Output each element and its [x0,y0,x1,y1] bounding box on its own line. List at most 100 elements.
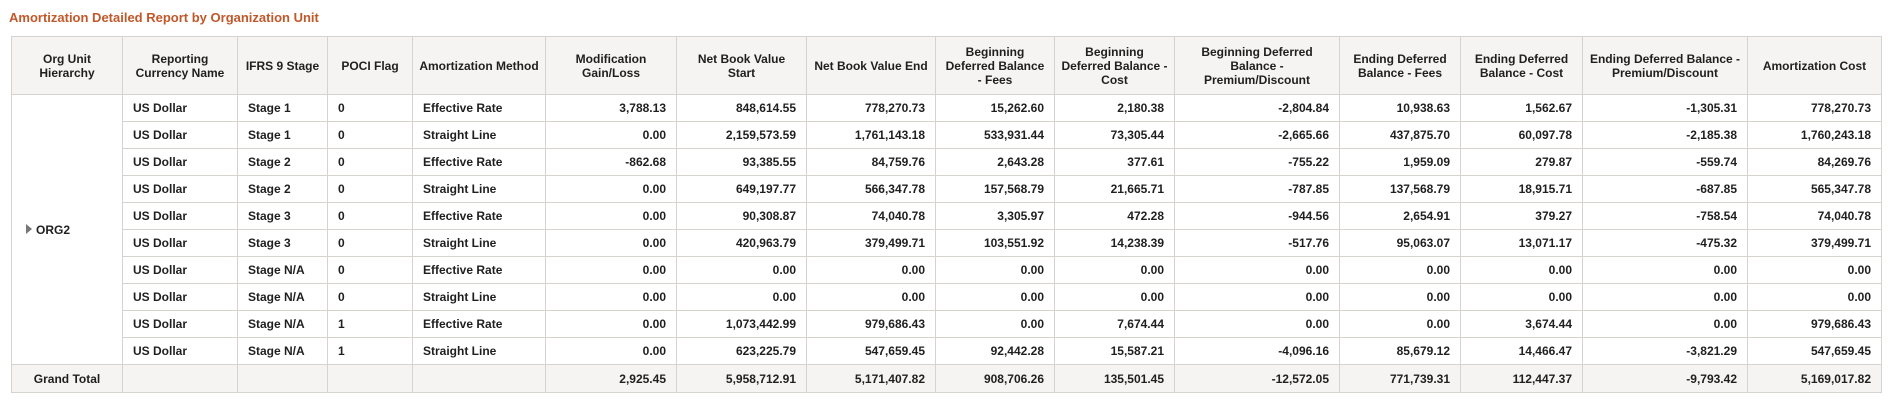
column-header: Beginning Deferred Balance - Cost [1054,36,1175,95]
cell: -944.56 [1174,202,1340,230]
data-row: US Dollar Stage N/A 1 Straight Line 0.00 623,… [12,337,1882,365]
cell: 2,654.91 [1339,202,1461,230]
cell: 1,760,243.18 [1747,121,1882,149]
total-cell: 135,501.45 [1054,364,1175,393]
cell: 0.00 [1054,283,1175,311]
cell: 3,674.44 [1460,310,1583,338]
cell: -2,185.38 [1582,121,1748,149]
column-header: Amortization Cost [1747,36,1882,95]
cell: 0.00 [545,283,677,311]
total-cell: 2,925.45 [545,364,677,393]
cell: 0.00 [935,256,1055,284]
cell: 85,679.12 [1339,337,1461,365]
cell: -755.22 [1174,148,1340,176]
cell: 0.00 [1747,283,1882,311]
cell: 74,040.78 [1747,202,1882,230]
cell: 13,071.17 [1460,229,1583,257]
empty-cell [237,364,328,393]
grand-total-row: Grand Total 2,925.45 5,958,712.91 5,171,407… [11,364,1882,393]
total-cell: 5,171,407.82 [806,364,936,393]
cell: Straight Line [412,337,546,365]
cell: 0.00 [545,337,677,365]
cell: Stage 2 [237,148,328,176]
cell: 379,499.71 [1747,229,1882,257]
cell: 0 [327,229,413,257]
cell: 1,073,442.99 [676,310,807,338]
cell: 0.00 [1582,310,1748,338]
cell: 379,499.71 [806,229,936,257]
cell: US Dollar [122,283,238,311]
cell: Stage N/A [237,256,328,284]
cell: 0.00 [1460,283,1583,311]
cell: Stage 1 [237,94,328,122]
cell: 0.00 [545,229,677,257]
cell: Effective Rate [412,94,546,122]
total-cell: 5,169,017.82 [1747,364,1882,393]
cell: 0 [327,175,413,203]
cell: 979,686.43 [806,310,936,338]
cell: 1 [327,310,413,338]
cell: 84,759.76 [806,148,936,176]
cell: 533,931.44 [935,121,1055,149]
cell: 565,347.78 [1747,175,1882,203]
cell: 0.00 [545,175,677,203]
cell: 1 [327,337,413,365]
cell: -4,096.16 [1174,337,1340,365]
empty-cell [122,364,238,393]
column-header: Ending Deferred Balance - Premium/Discou… [1582,36,1748,95]
cell: 2,159,573.59 [676,121,807,149]
cell: Stage 1 [237,121,328,149]
org-unit-label: ORG2 [36,222,71,237]
cell: 377.61 [1054,148,1175,176]
cell: US Dollar [122,256,238,284]
cell: 60,097.78 [1460,121,1583,149]
cell: -559.74 [1582,148,1748,176]
cell: 10,938.63 [1339,94,1461,122]
cell: 14,238.39 [1054,229,1175,257]
data-row: US Dollar Stage 3 0 Straight Line 0.00 420,96… [12,229,1882,257]
column-header: IFRS 9 Stage [237,36,328,95]
cell: US Dollar [122,175,238,203]
cell: 0.00 [806,283,936,311]
cell: 848,614.55 [676,94,807,122]
cell: Straight Line [412,121,546,149]
cell: 103,551.92 [935,229,1055,257]
cell: Effective Rate [412,148,546,176]
cell: 0.00 [1339,310,1461,338]
total-cell: 112,447.37 [1460,364,1583,393]
cell: 3,305.97 [935,202,1055,230]
cell: 0.00 [1582,256,1748,284]
cell: -787.85 [1174,175,1340,203]
empty-cell [327,364,413,393]
cell: US Dollar [122,94,238,122]
cell: 279.87 [1460,148,1583,176]
cell: 0.00 [1582,283,1748,311]
cell: 73,305.44 [1054,121,1175,149]
cell: 547,659.45 [1747,337,1882,365]
data-row: US Dollar Stage 2 0 Effective Rate -862.68 93… [12,148,1882,176]
column-header: Ending Deferred Balance - Cost [1460,36,1583,95]
column-header: Org Unit Hierarchy [11,36,123,95]
cell: 0.00 [1339,283,1461,311]
cell: Straight Line [412,229,546,257]
cell: US Dollar [122,229,238,257]
cell: 1,562.67 [1460,94,1583,122]
cell: 137,568.79 [1339,175,1461,203]
report-table: Org Unit Hierarchy Reporting Currency Nam… [11,36,1882,393]
header-row: Org Unit Hierarchy Reporting Currency Nam… [11,36,1882,95]
cell: Stage N/A [237,283,328,311]
cell: 0.00 [545,310,677,338]
cell: 0 [327,256,413,284]
column-header: POCI Flag [327,36,413,95]
cell: 979,686.43 [1747,310,1882,338]
org-unit-cell[interactable]: ORG2 [11,94,123,365]
cell: 0.00 [676,256,807,284]
cell: 0.00 [1174,283,1340,311]
cell: 778,270.73 [806,94,936,122]
cell: 0 [327,148,413,176]
cell: Effective Rate [412,310,546,338]
cell: 0 [327,121,413,149]
data-row: US Dollar Stage 1 0 Straight Line 0.00 2,159,… [12,121,1882,149]
cell: -475.32 [1582,229,1748,257]
